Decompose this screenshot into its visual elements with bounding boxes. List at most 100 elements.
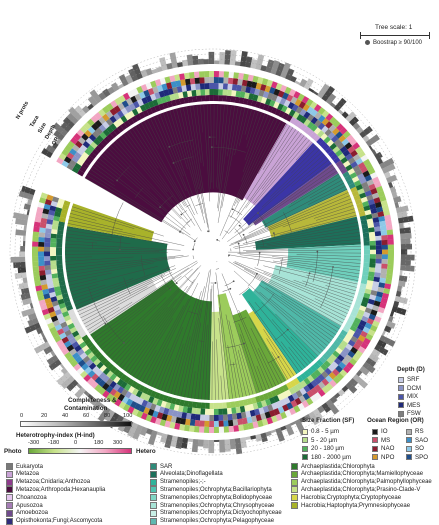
depth-ring-cell: [370, 208, 378, 215]
tree-branch: [217, 106, 239, 223]
size-ring-cell: [360, 196, 368, 203]
depth-ring-cell: [69, 159, 77, 167]
protein-count-bar: [117, 83, 125, 89]
taxa-ring-cell: [335, 336, 343, 344]
taxa-ring-cell: [64, 300, 72, 307]
tree-branch: [186, 218, 193, 224]
tree-branch: [77, 268, 177, 312]
heterotrophy-ring-cell: [329, 379, 337, 388]
taxonomy-label: Stramenopiles;Ochrophyta;Pelagophyceae: [160, 518, 275, 525]
protein-count-bar: [214, 60, 220, 65]
taxonomy-label: Opisthokonta;Fungi;Ascomycota: [16, 518, 103, 525]
heterotrophy-ring-cell: [32, 246, 39, 252]
bootstrap-dot: [116, 179, 119, 182]
tree-branch: [80, 272, 173, 319]
heterotrophy-ring-cell: [355, 350, 363, 358]
bootstrap-dot: [216, 239, 219, 241]
tree-branch: [227, 105, 236, 157]
size-ring-cell: [131, 108, 139, 116]
size-ring-cell: [93, 138, 101, 146]
taxa-ring-cell: [296, 121, 304, 129]
tree-branch: [66, 233, 112, 240]
size-ring-cell: [54, 211, 61, 218]
size-ring-cell: [61, 310, 70, 318]
depth-ring-cell: [271, 94, 278, 102]
tree-branch: [67, 226, 169, 245]
size-ring-cell: [366, 218, 374, 224]
tree-branch: [186, 106, 210, 233]
ocean-region-swatch: [406, 428, 412, 435]
tree-branch: [198, 340, 204, 342]
ocean-ring-cell: [381, 254, 388, 260]
tree-branch: [160, 359, 173, 391]
taxonomy-label: Metazoa: [16, 471, 40, 478]
heterotrophy-ring-cell: [336, 123, 345, 132]
taxa-ring-cell: [116, 125, 124, 133]
protein-count-bar: [55, 138, 62, 145]
tree-branch: [90, 169, 116, 186]
heterotrophy-ring-cell: [387, 259, 394, 265]
tree-branch: [116, 290, 180, 365]
taxa-ring-cell: [322, 143, 330, 151]
depth-ring-cell: [373, 276, 381, 283]
taxonomy-label: Hacrobia;Haptophyta;Prymnesiophyceae: [301, 502, 411, 509]
heterotrophy-ring-cell: [370, 172, 378, 180]
taxa-ring-cell: [59, 284, 67, 291]
protein-count-bar: [299, 78, 308, 88]
protein-count-bar: [89, 89, 103, 104]
size-ring-cell: [368, 231, 376, 237]
taxa-ring-cell: [226, 401, 232, 409]
protein-count-bar: [21, 185, 36, 196]
depth-ring-cell: [176, 411, 183, 419]
tree-branch: [315, 208, 355, 221]
ocean-ring-cell: [264, 411, 272, 419]
ocean-ring-cell: [379, 277, 386, 284]
size-ring-cell: [284, 389, 292, 397]
heterotrophy-ring-cell: [35, 211, 43, 218]
ocean-ring-cell: [189, 77, 196, 85]
protein-count-bar: [203, 59, 209, 65]
bootstrap-dot: [175, 282, 178, 284]
protein-count-bar: [224, 50, 232, 65]
ocean-region-label: IO: [381, 428, 388, 435]
depth-ring-cell: [167, 409, 174, 417]
ocean-ring-cell: [360, 330, 368, 338]
ocean-ring-cell: [374, 295, 382, 303]
tree-branch: [224, 230, 230, 234]
tree-branch: [246, 111, 259, 148]
depth-ring-cell: [176, 85, 183, 93]
ocean-region-legend-item: NAO: [372, 445, 394, 452]
protein-count-bar: [159, 57, 168, 71]
size-ring-cell: [74, 162, 82, 170]
heterotrophy-ring-cell: [270, 415, 278, 423]
protein-count-bar: [385, 320, 396, 329]
depth-ring-cell: [357, 323, 365, 331]
protein-count-bar: [345, 381, 358, 394]
tree-branch: [221, 106, 242, 209]
protein-count-bar: [132, 63, 143, 80]
taxa-ring-cell: [362, 266, 370, 272]
completeness-tick: 80: [104, 413, 111, 419]
size-ring-cell: [79, 155, 87, 163]
depth-ring-cell: [45, 228, 52, 234]
heterotrophy-ring-cell: [375, 311, 384, 319]
size-ring-cell: [51, 273, 59, 279]
size-ring-cell: [50, 233, 58, 239]
tree-branch: [280, 215, 357, 235]
size-ring-cell: [164, 94, 171, 102]
ocean-ring-cell: [232, 78, 239, 85]
protein-count-bar: [160, 433, 168, 444]
size-fraction-legend-title: Size Fraction (SF): [302, 417, 355, 424]
taxonomy-swatch: [6, 486, 13, 494]
depth-ring-cell: [370, 290, 378, 297]
heterotrophy-ring-cell: [384, 214, 392, 221]
tree-branch: [314, 242, 361, 246]
tree-branch: [281, 295, 338, 333]
heterotrophy-ring-cell: [213, 71, 220, 78]
size-fraction-label: 180 - 2000 µm: [311, 453, 352, 461]
tree-branch: [325, 285, 355, 295]
tree-branch: [107, 147, 151, 190]
ocean-ring-cell: [314, 111, 322, 120]
taxa-ring-cell: [319, 140, 327, 148]
protein-count-bar: [270, 429, 277, 434]
